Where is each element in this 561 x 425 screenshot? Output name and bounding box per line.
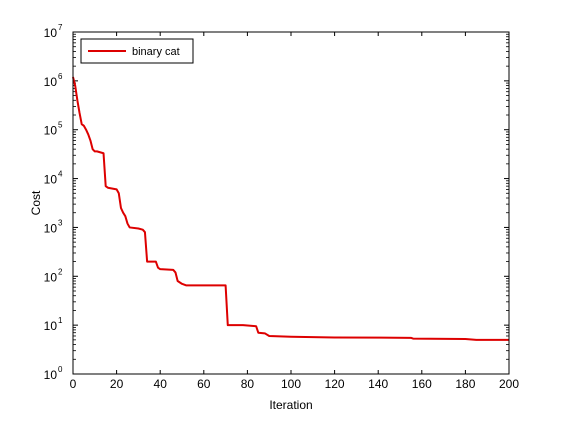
x-tick-label: 60 (197, 377, 211, 391)
series-layer (72, 76, 509, 341)
x-axis-label: Iteration (269, 398, 312, 412)
y-tick-exponent: 3 (58, 218, 63, 227)
x-tick-label: 80 (241, 377, 255, 391)
x-tick-label: 200 (499, 377, 519, 391)
y-tick-label: 10 (44, 124, 58, 138)
y-tick-exponent: 1 (58, 316, 63, 325)
plot-area (73, 32, 509, 374)
x-tick-label: 0 (70, 377, 77, 391)
x-tick-label: 120 (325, 377, 345, 391)
y-tick-exponent: 7 (58, 23, 63, 32)
series-line-binary-cat (72, 76, 509, 341)
y-tick-label: 10 (44, 173, 58, 187)
y-tick-label: 10 (44, 26, 58, 40)
y-tick-exponent: 6 (58, 72, 63, 81)
y-tick-label: 10 (44, 319, 58, 333)
x-tick-label: 40 (154, 377, 168, 391)
legend: binary cat (80, 38, 194, 64)
x-tick-label: 140 (368, 377, 388, 391)
y-axis-label: Cost (29, 190, 43, 215)
y-tick-exponent: 2 (58, 267, 63, 276)
y-tick-label: 10 (44, 270, 58, 284)
x-tick-label: 180 (455, 377, 475, 391)
y-tick-exponent: 5 (58, 121, 63, 130)
x-tick-label: 20 (110, 377, 124, 391)
y-tick-label: 10 (44, 75, 58, 89)
y-tick-exponent: 0 (58, 365, 63, 374)
y-tick-label: 10 (44, 221, 58, 235)
x-tick-label: 160 (412, 377, 432, 391)
plot-frame (72, 31, 510, 375)
y-tick-exponent: 4 (58, 170, 63, 179)
legend-label-binary-cat: binary cat (132, 46, 180, 58)
y-tick-label: 10 (44, 368, 58, 382)
x-tick-label: 100 (281, 377, 301, 391)
x-axis-ticks: 0 20 40 60 80 100 120 140 160 180 200 (70, 32, 519, 391)
